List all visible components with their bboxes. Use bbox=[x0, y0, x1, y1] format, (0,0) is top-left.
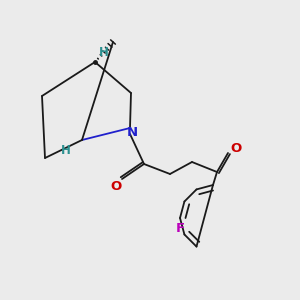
Text: H: H bbox=[61, 143, 71, 157]
Text: O: O bbox=[110, 181, 122, 194]
Text: H: H bbox=[99, 46, 109, 59]
Text: F: F bbox=[176, 221, 184, 235]
Text: O: O bbox=[230, 142, 242, 155]
Text: N: N bbox=[126, 127, 138, 140]
